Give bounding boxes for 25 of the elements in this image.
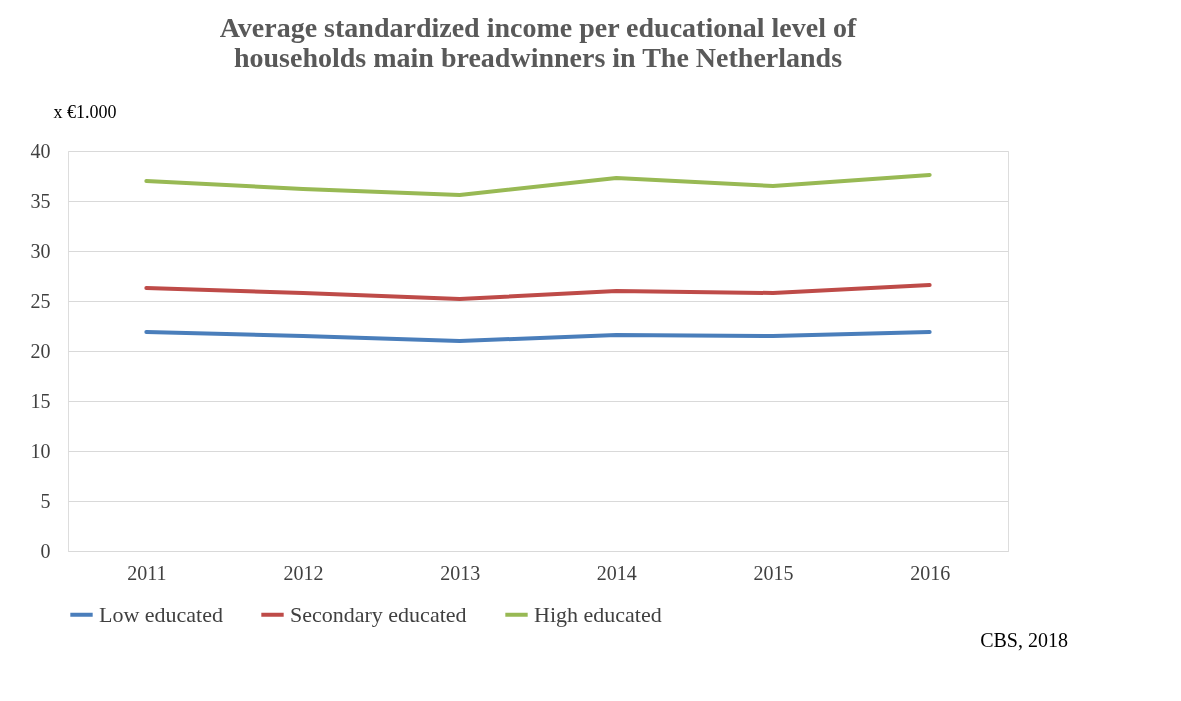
text: households main breadwinners in The Netherlands [233, 42, 843, 73]
line-series [144, 173, 932, 197]
line-series [144, 283, 932, 301]
y-tick-label: 5 [40, 489, 51, 512]
legend-label: Low educated [99, 601, 223, 627]
legend-label: High educated [534, 601, 662, 627]
x-tick-label: 2011 [127, 561, 167, 584]
y-tick-label: 15 [30, 389, 51, 412]
x-tick-label: 2013 [440, 561, 481, 584]
y-tick-label: 10 [30, 439, 51, 462]
x-tick-label: 2014 [596, 561, 637, 584]
y-tick-label: 35 [30, 189, 51, 212]
x-tick-label: 2015 [753, 561, 794, 584]
y-tick-label: 40 [30, 139, 51, 162]
y-axis-title: x €1.000 [53, 101, 117, 122]
x-tick-label: 2016 [910, 561, 951, 584]
legend-label: Secondary educated [290, 601, 467, 627]
y-tick-label: 0 [40, 539, 51, 562]
text: CBS, 2018 [980, 629, 1068, 651]
y-tick-label: 30 [30, 239, 51, 262]
line-series [144, 330, 932, 343]
y-tick-label: 20 [30, 339, 51, 362]
y-tick-label: 25 [30, 289, 51, 312]
text: Average standardized income per educational level of [219, 12, 857, 43]
x-tick-label: 2012 [283, 561, 324, 584]
